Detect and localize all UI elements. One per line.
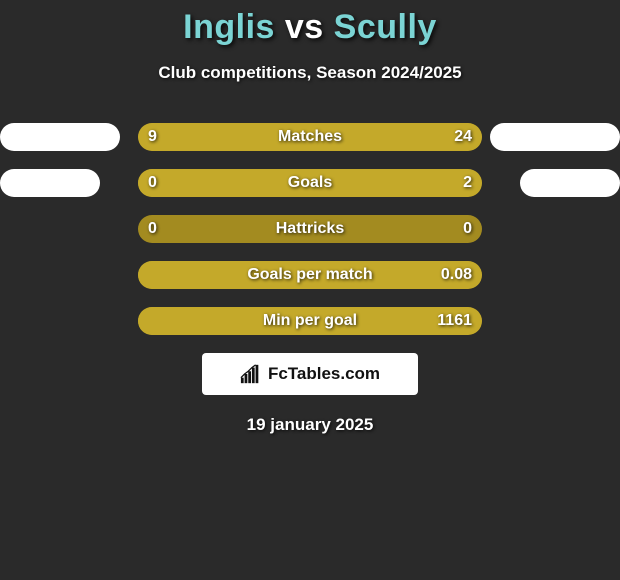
page-title: Inglis vs Scully [0, 8, 620, 47]
stat-row: Goals0 2 [0, 169, 620, 197]
date-text: 19 january 2025 [0, 415, 620, 435]
stat-bar: Min per goal [138, 307, 482, 335]
left-pill-bg [0, 123, 120, 151]
stat-label: Matches [138, 123, 482, 151]
right-value: 24 [454, 123, 472, 151]
vs-text: vs [285, 8, 324, 46]
subtitle: Club competitions, Season 2024/2025 [0, 63, 620, 83]
stat-label: Goals [138, 169, 482, 197]
stat-label: Min per goal [138, 307, 482, 335]
right-value: 1161 [437, 307, 472, 335]
stat-bar: Goals [138, 169, 482, 197]
brand-text: FcTables.com [268, 364, 380, 384]
stat-row: Hattricks0 0 [0, 215, 620, 243]
brand-box: FcTables.com [202, 353, 418, 395]
left-value: 9 [148, 123, 157, 151]
right-pill-bg [520, 169, 620, 197]
stat-row: Goals per match0.08 [0, 261, 620, 289]
stat-row: Min per goal1161 [0, 307, 620, 335]
stat-rows: Matches924Goals02Hattricks00Goals per ma… [0, 123, 620, 335]
left-pill-bg [0, 169, 100, 197]
right-value: 0 [463, 215, 472, 243]
stat-bar: Hattricks [138, 215, 482, 243]
stat-bar: Goals per match [138, 261, 482, 289]
bars-icon [240, 364, 262, 384]
stat-row: Matches9 24 [0, 123, 620, 151]
left-value: 0 [148, 169, 157, 197]
player2-name: Scully [334, 8, 437, 46]
right-pill-bg [490, 123, 620, 151]
stat-label: Hattricks [138, 215, 482, 243]
stat-label: Goals per match [138, 261, 482, 289]
left-value: 0 [148, 215, 157, 243]
comparison-card: Inglis vs Scully Club competitions, Seas… [0, 0, 620, 435]
right-value: 0.08 [441, 261, 472, 289]
right-value: 2 [463, 169, 472, 197]
player1-name: Inglis [183, 8, 275, 46]
stat-bar: Matches [138, 123, 482, 151]
